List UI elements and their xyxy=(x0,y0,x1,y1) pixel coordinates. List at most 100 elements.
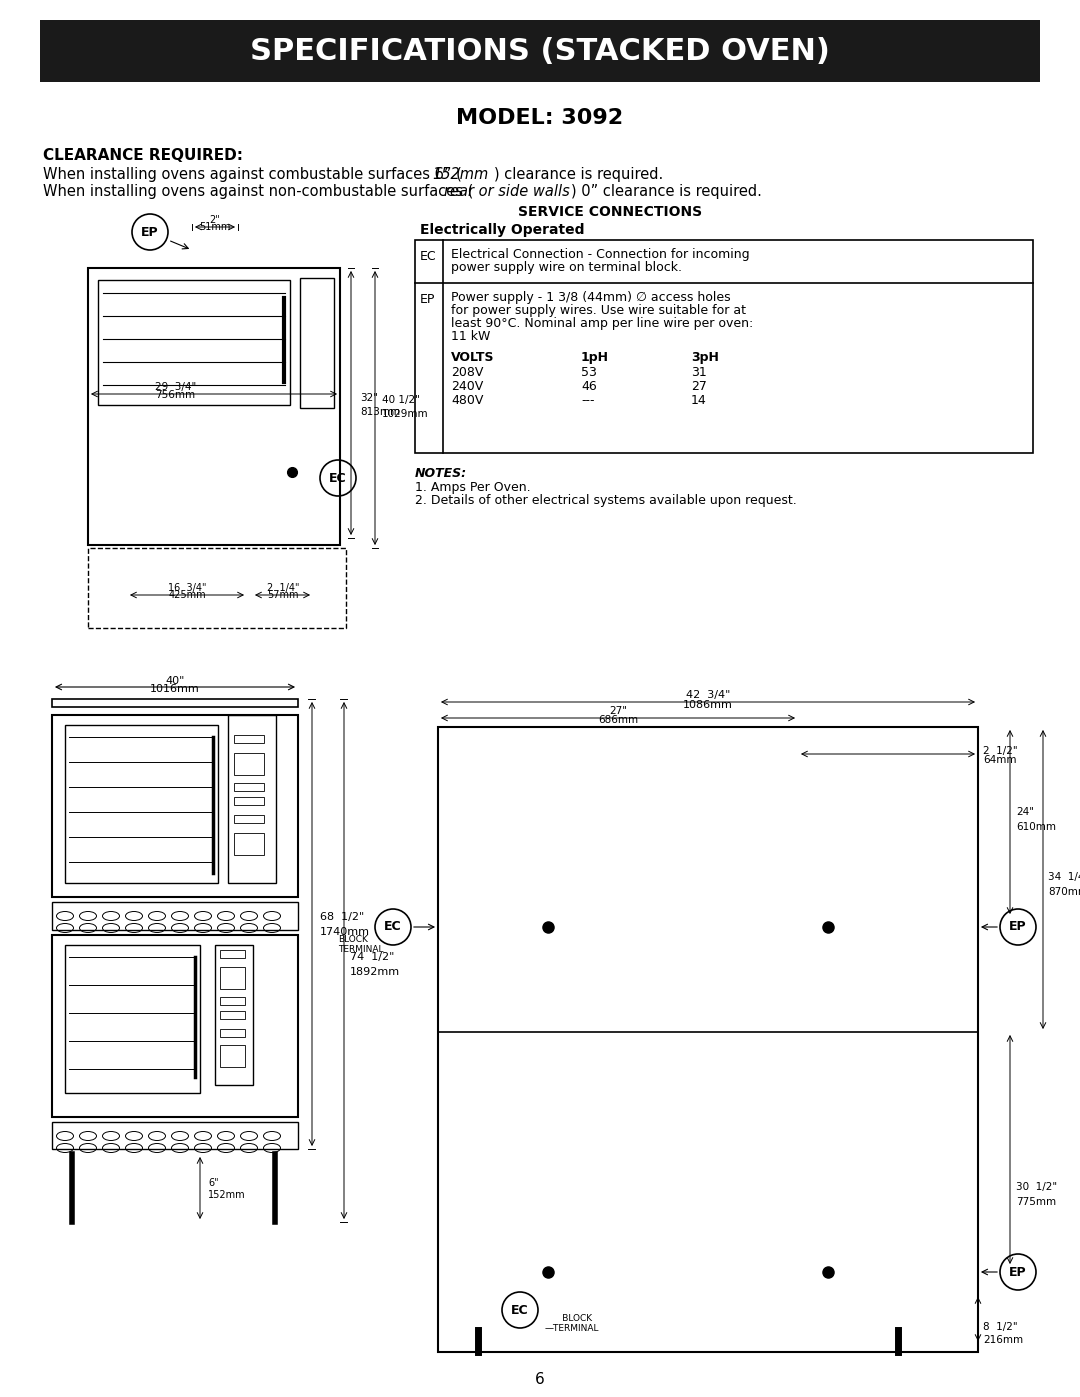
Bar xyxy=(52,698,298,707)
Text: 152mm: 152mm xyxy=(432,168,488,182)
Text: 425mm: 425mm xyxy=(168,590,206,599)
Text: 24": 24" xyxy=(1016,807,1034,817)
Text: NOTES:: NOTES: xyxy=(415,467,468,481)
Text: MODEL: 3092: MODEL: 3092 xyxy=(457,108,623,129)
Text: 1pH: 1pH xyxy=(581,351,609,365)
Text: EP: EP xyxy=(141,225,159,239)
Text: 1740mm: 1740mm xyxy=(320,928,370,937)
Text: 1. Amps Per Oven.: 1. Amps Per Oven. xyxy=(415,481,530,495)
Bar xyxy=(40,20,1040,82)
Text: EP: EP xyxy=(1009,1266,1027,1278)
Text: 152mm: 152mm xyxy=(208,1190,245,1200)
Text: least 90°C. Nominal amp per line wire per oven:: least 90°C. Nominal amp per line wire pe… xyxy=(451,317,753,330)
Text: 8  1/2": 8 1/2" xyxy=(983,1322,1017,1331)
Text: 2  1/4": 2 1/4" xyxy=(267,583,299,592)
Text: 1029mm: 1029mm xyxy=(382,409,429,419)
Text: BLOCK: BLOCK xyxy=(545,1315,592,1323)
Bar xyxy=(65,725,218,883)
Text: SPECIFICATIONS (STACKED OVEN): SPECIFICATIONS (STACKED OVEN) xyxy=(251,36,829,66)
Text: 3pH: 3pH xyxy=(691,351,719,365)
Text: EC: EC xyxy=(384,921,402,933)
Text: 31: 31 xyxy=(691,366,706,379)
Text: 2. Details of other electrical systems available upon request.: 2. Details of other electrical systems a… xyxy=(415,495,797,507)
Bar xyxy=(215,944,253,1085)
Bar xyxy=(234,753,264,775)
Text: 6": 6" xyxy=(208,1178,218,1187)
Text: 64mm: 64mm xyxy=(983,754,1016,766)
Bar xyxy=(87,548,346,629)
Text: CLEARANCE REQUIRED:: CLEARANCE REQUIRED: xyxy=(43,148,243,163)
Text: 2": 2" xyxy=(210,215,220,225)
Bar xyxy=(52,935,298,1118)
Text: 68  1/2": 68 1/2" xyxy=(320,912,364,922)
Text: 57mm: 57mm xyxy=(267,590,299,599)
Text: 11 kW: 11 kW xyxy=(451,330,490,344)
Text: 756mm: 756mm xyxy=(156,390,195,400)
Text: 1086mm: 1086mm xyxy=(683,700,733,710)
Text: EP: EP xyxy=(420,293,435,306)
Bar xyxy=(220,1011,245,1018)
Text: BLOCK: BLOCK xyxy=(338,935,368,944)
Text: 6: 6 xyxy=(535,1372,545,1387)
Text: When installing ovens against non-combustable surfaces (: When installing ovens against non-combus… xyxy=(43,184,473,198)
Text: 216mm: 216mm xyxy=(983,1336,1023,1345)
Text: 870mm: 870mm xyxy=(1048,887,1080,897)
Text: 14: 14 xyxy=(691,394,706,407)
Bar xyxy=(300,278,334,408)
Text: 46: 46 xyxy=(581,380,597,393)
Bar xyxy=(228,715,276,883)
Text: 27": 27" xyxy=(609,705,627,717)
Text: ) clearance is required.: ) clearance is required. xyxy=(494,168,663,182)
Text: 40 1/2": 40 1/2" xyxy=(382,395,420,405)
Text: 27: 27 xyxy=(691,380,707,393)
Bar xyxy=(234,798,264,805)
Bar xyxy=(220,997,245,1004)
Text: 29  3/4": 29 3/4" xyxy=(156,381,197,393)
Text: 51mm: 51mm xyxy=(200,222,231,232)
Bar xyxy=(220,950,245,958)
Text: 34  1/4": 34 1/4" xyxy=(1048,872,1080,882)
Bar xyxy=(52,715,298,897)
Text: 30  1/2": 30 1/2" xyxy=(1016,1182,1057,1192)
Text: EC: EC xyxy=(329,472,347,485)
Bar xyxy=(220,1045,245,1067)
Text: 1892mm: 1892mm xyxy=(350,967,400,977)
Text: 42  3/4": 42 3/4" xyxy=(686,690,730,700)
Bar xyxy=(220,1030,245,1037)
Text: ) 0” clearance is required.: ) 0” clearance is required. xyxy=(571,184,761,198)
Text: power supply wire on terminal block.: power supply wire on terminal block. xyxy=(451,261,681,274)
Text: 32": 32" xyxy=(360,393,378,402)
Text: 53: 53 xyxy=(581,366,597,379)
Text: EC: EC xyxy=(420,250,436,263)
Bar xyxy=(438,726,978,1352)
Text: TERMINAL: TERMINAL xyxy=(338,944,383,954)
Text: When installing ovens against combustable surfaces 6” (: When installing ovens against combustabl… xyxy=(43,168,462,182)
Text: 74  1/2": 74 1/2" xyxy=(350,951,394,963)
Text: 610mm: 610mm xyxy=(1016,821,1056,833)
Text: EC: EC xyxy=(511,1303,529,1316)
Text: 775mm: 775mm xyxy=(1016,1197,1056,1207)
Text: 2  1/2": 2 1/2" xyxy=(983,746,1017,756)
Bar xyxy=(87,268,340,545)
Text: 480V: 480V xyxy=(451,394,484,407)
Text: SERVICE CONNECTIONS: SERVICE CONNECTIONS xyxy=(518,205,702,219)
Bar xyxy=(234,833,264,855)
Text: ---: --- xyxy=(581,394,594,407)
Bar xyxy=(234,814,264,823)
Text: VOLTS: VOLTS xyxy=(451,351,495,365)
Text: 208V: 208V xyxy=(451,366,484,379)
Text: Power supply - 1 3/8 (44mm) ∅ access holes: Power supply - 1 3/8 (44mm) ∅ access hol… xyxy=(451,291,731,305)
Text: —TERMINAL: —TERMINAL xyxy=(545,1324,599,1333)
Bar xyxy=(234,735,264,743)
Text: for power supply wires. Use wire suitable for at: for power supply wires. Use wire suitabl… xyxy=(451,305,746,317)
Bar xyxy=(52,1122,298,1148)
Text: EP: EP xyxy=(1009,921,1027,933)
Text: 1016mm: 1016mm xyxy=(150,685,200,694)
Bar xyxy=(220,967,245,989)
Text: Electrical Connection - Connection for incoming: Electrical Connection - Connection for i… xyxy=(451,249,750,261)
Text: 240V: 240V xyxy=(451,380,483,393)
Bar xyxy=(65,944,200,1092)
Text: 40": 40" xyxy=(165,676,185,686)
Text: rear or side walls: rear or side walls xyxy=(444,184,570,198)
Bar xyxy=(52,902,298,930)
